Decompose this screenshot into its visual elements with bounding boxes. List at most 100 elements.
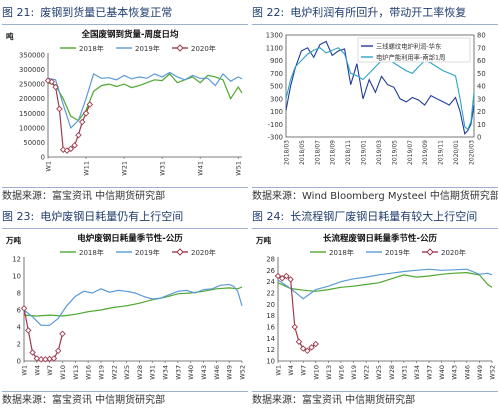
chart-area: 电炉废钢日耗量季节性-公历 万吨 2018年 2019年 2020年 0 2 4 6 8 10 12 W… — [2, 229, 248, 391]
eaf-profit-chart: -300 -100 100 300 500 700 900 1100 1300 0 10 20 30 40… — [266, 32, 486, 165]
x-tick-label: W19 — [350, 365, 358, 380]
x-tick-label: W1 — [275, 365, 283, 376]
legend-label: 2019年 — [385, 248, 410, 257]
chart-area: 全国废钢到货量-周度日均 吨 2018年 2019年 2020年 0 50000 100000… — [2, 25, 248, 187]
x-tick-label: 2019/01 — [361, 140, 368, 165]
legend-marker — [176, 44, 184, 52]
series-line-1 — [23, 283, 243, 326]
data-point — [82, 110, 90, 117]
data-point — [59, 330, 66, 338]
y-tick-label: 100 — [270, 108, 283, 116]
y2-tick-label: 80 — [477, 32, 486, 40]
y-tick-label: 12 — [266, 346, 275, 354]
x-tick-label: W51 — [235, 161, 243, 176]
y-tick-label: 0 — [41, 154, 45, 162]
y-tick-label: 1300 — [266, 32, 283, 40]
y-tick-label: 6 — [17, 307, 21, 315]
y-tick-label: -300 — [268, 134, 283, 142]
x-tick-label: W46 — [213, 365, 221, 380]
legend-label: 2020年 — [191, 248, 216, 257]
data-point — [86, 101, 94, 108]
x-tick-label: W31 — [159, 161, 167, 176]
x-tick-label: 2018/11 — [345, 140, 352, 165]
x-tick-label: W43 — [200, 365, 208, 380]
chart-area: 长流程废钢日耗量季节性-公历 万吨 2018年 2019年 2020年 10 12 14 16 1… — [252, 229, 498, 391]
x-tick-label: W4 — [33, 365, 41, 376]
figure-caption: 电炉废钢日耗量仍有上行空间 — [40, 210, 184, 223]
series-line-1 — [277, 268, 493, 300]
x-tick-label: W37 — [426, 365, 434, 380]
x-tick-label: 2018/07 — [314, 140, 321, 165]
x-tick-label: 2020/01 — [453, 140, 460, 165]
series-line-0 — [23, 286, 243, 317]
data-point — [291, 323, 299, 331]
scrap-arrivals-chart: 全国废钢到货量-周度日均 吨 2018年 2019年 2020年 0 50000 100000… — [6, 29, 243, 176]
x-tick-label: 2019/07 — [407, 140, 414, 165]
y2-tick-label: 20 — [477, 108, 486, 116]
y-tick-label: 12 — [12, 256, 21, 264]
y-tick-label: -100 — [268, 121, 283, 129]
data-point — [287, 276, 294, 283]
y-tick-label: 300 — [270, 95, 283, 103]
y2-tick-label: 50 — [477, 70, 486, 78]
x-tick-label: W11 — [83, 161, 91, 176]
eaf-consumption-chart: 电炉废钢日耗量季节性-公历 万吨 2018年 2019年 2020年 0 2 4 6 8 10 12 W… — [5, 233, 247, 380]
panel-caption: 图 24: 长流程钢厂废钢日耗量有较大上行空间 — [252, 206, 498, 229]
x-tick-label: W40 — [438, 365, 446, 380]
data-point — [29, 349, 36, 356]
legend-label: 三线螺纹电炉利润-华东 — [376, 42, 441, 51]
x-tick-label: W13 — [325, 365, 333, 380]
x-tick-label: W7 — [300, 365, 308, 376]
y-tick-label: 100000 — [19, 124, 45, 132]
x-tick-label: W19 — [97, 365, 105, 380]
x-tick-label: 2019/05 — [391, 140, 398, 165]
series-line-0 — [47, 73, 243, 122]
y-axis-unit: 吨 — [6, 31, 14, 41]
plot-frame — [285, 34, 475, 138]
x-tick-label: W25 — [375, 365, 383, 380]
x-tick-label: W31 — [400, 365, 408, 380]
data-point — [54, 347, 62, 355]
series-line-1 — [47, 71, 243, 129]
data-point — [75, 131, 82, 139]
figure-number: 图 23: — [2, 210, 35, 223]
x-tick-label: W31 — [149, 365, 157, 380]
legend-label: 2018年 — [329, 248, 354, 257]
data-point — [67, 145, 75, 153]
data-point — [50, 355, 58, 362]
figure-caption: 电炉利润有所回升，带动开工率恢复 — [290, 6, 467, 19]
x-tick-label: W37 — [174, 365, 182, 380]
y-tick-label: 8 — [17, 290, 21, 298]
x-tick-label: W28 — [136, 365, 144, 380]
x-tick-label: W52 — [489, 365, 497, 380]
y-tick-label: 16 — [266, 324, 275, 332]
figure-number: 图 21: — [2, 6, 35, 19]
x-tick-label: W16 — [337, 365, 345, 380]
figure-caption: 废钢到货量已基本恢复正常 — [40, 6, 173, 19]
figure-caption: 长流程钢厂废钢日耗量有较大上行空间 — [290, 210, 478, 223]
y-tick-label: 26 — [266, 267, 275, 275]
y-tick-label: 500 — [270, 83, 283, 91]
y-tick-label: 50000 — [23, 139, 45, 147]
data-point — [78, 118, 86, 126]
data-point — [33, 355, 41, 362]
y-tick-label: 700 — [270, 70, 283, 78]
x-tick-label: W28 — [388, 365, 396, 380]
x-tick-label: 2019/11 — [438, 140, 445, 165]
panel-scrap-arrivals: 图 21: 废钢到货量已基本恢复正常 全国废钢到货量-周度日均 吨 2018年 2019… — [2, 2, 248, 206]
legend-label: 电炉产能利用率-南部1周 — [376, 53, 445, 62]
series-line-2 — [277, 275, 317, 352]
x-tick-label: W22 — [110, 365, 118, 380]
panel-bof-consumption: 图 24: 长流程钢厂废钢日耗量有较大上行空间 长流程废钢日耗量季节性-公历 万吨 2… — [252, 206, 498, 410]
data-point — [295, 338, 303, 345]
legend-box — [357, 37, 471, 63]
x-tick-label: W21 — [121, 161, 129, 176]
y-tick-label: 900 — [270, 57, 283, 65]
y2-tick-label: 60 — [477, 57, 486, 65]
panel-caption: 图 23: 电炉废钢日耗量仍有上行空间 — [2, 206, 248, 229]
y-tick-label: 200000 — [19, 95, 45, 103]
x-tick-label: 2019/03 — [376, 140, 383, 165]
panel-caption: 图 21: 废钢到货量已基本恢复正常 — [2, 2, 248, 25]
y-tick-label: 10 — [12, 273, 21, 281]
x-tick-label: W7 — [46, 365, 54, 376]
